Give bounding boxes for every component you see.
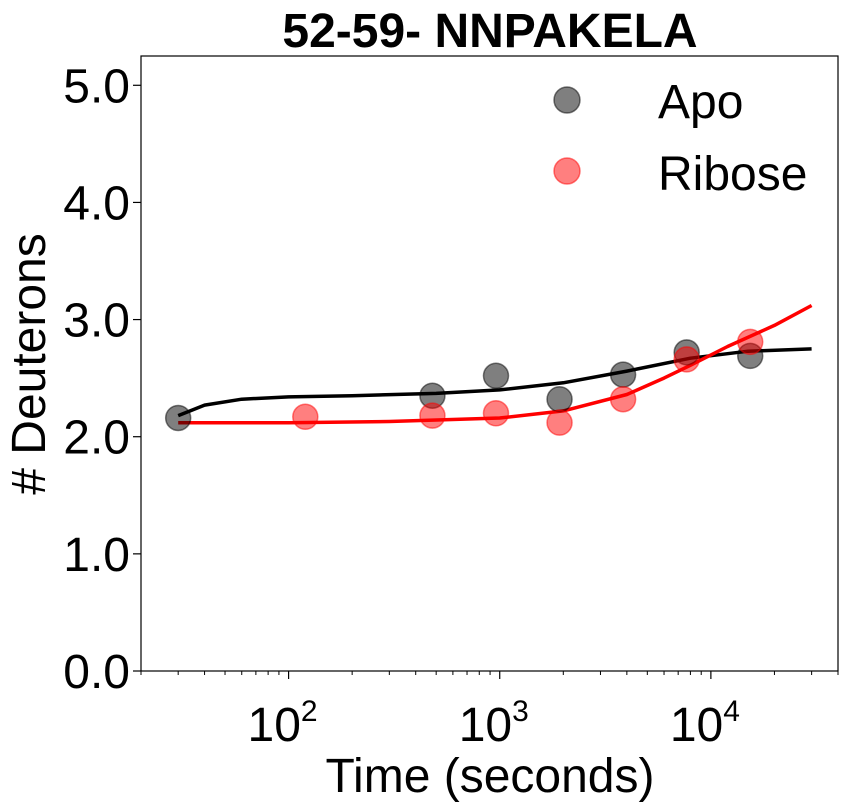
data-point-ribose xyxy=(736,328,764,356)
data-point-ribose xyxy=(546,409,573,436)
legend-marker-ribose xyxy=(553,157,581,185)
x-axis-label: Time (seconds) xyxy=(326,750,655,803)
chart-title: 52-59- NNPAKELA xyxy=(282,5,697,58)
plot-frame xyxy=(140,55,839,672)
y-tick-label: 1.0 xyxy=(63,529,130,582)
data-point-ribose xyxy=(482,400,510,427)
y-tick-label: 5.0 xyxy=(63,60,130,113)
y-tick-label: 2.0 xyxy=(63,412,130,465)
legend-label-ribose: Ribose xyxy=(658,148,807,201)
data-point-apo xyxy=(164,404,192,432)
data-point-apo xyxy=(482,362,510,390)
y-tick-label: 4.0 xyxy=(63,177,130,230)
data-point-apo xyxy=(546,385,573,413)
x-tick-exponent: 3 xyxy=(512,695,529,728)
y-tick-label: 0.0 xyxy=(63,646,130,699)
legend: Apo Ribose xyxy=(553,76,807,201)
data-points xyxy=(164,328,764,436)
x-tick-label: 103 xyxy=(459,695,529,752)
x-tick-exponent: 2 xyxy=(301,695,318,728)
x-tick-label: 104 xyxy=(670,695,740,752)
y-tick-label: 3.0 xyxy=(63,295,130,348)
x-tick-base: 10 xyxy=(459,699,512,752)
x-tick-label: 102 xyxy=(248,695,318,752)
x-tick-base: 10 xyxy=(248,699,301,752)
data-point-ribose xyxy=(292,403,319,431)
x-ticks: 102 103 104 xyxy=(248,671,740,752)
data-point-ribose xyxy=(673,346,700,373)
x-tick-exponent: 4 xyxy=(723,695,740,728)
x-minor-ticks xyxy=(140,671,839,675)
x-tick-base: 10 xyxy=(670,699,723,752)
fit-curve-apo xyxy=(177,347,812,418)
data-point-ribose xyxy=(609,385,637,413)
data-point-ribose xyxy=(419,402,446,429)
y-axis-label: # Deuterons xyxy=(3,233,56,495)
legend-label-apo: Apo xyxy=(658,76,743,129)
y-ticks: 0.0 1.0 2.0 3.0 4.0 5.0 xyxy=(63,60,141,699)
data-point-apo xyxy=(609,361,637,388)
legend-marker-apo xyxy=(553,86,581,114)
